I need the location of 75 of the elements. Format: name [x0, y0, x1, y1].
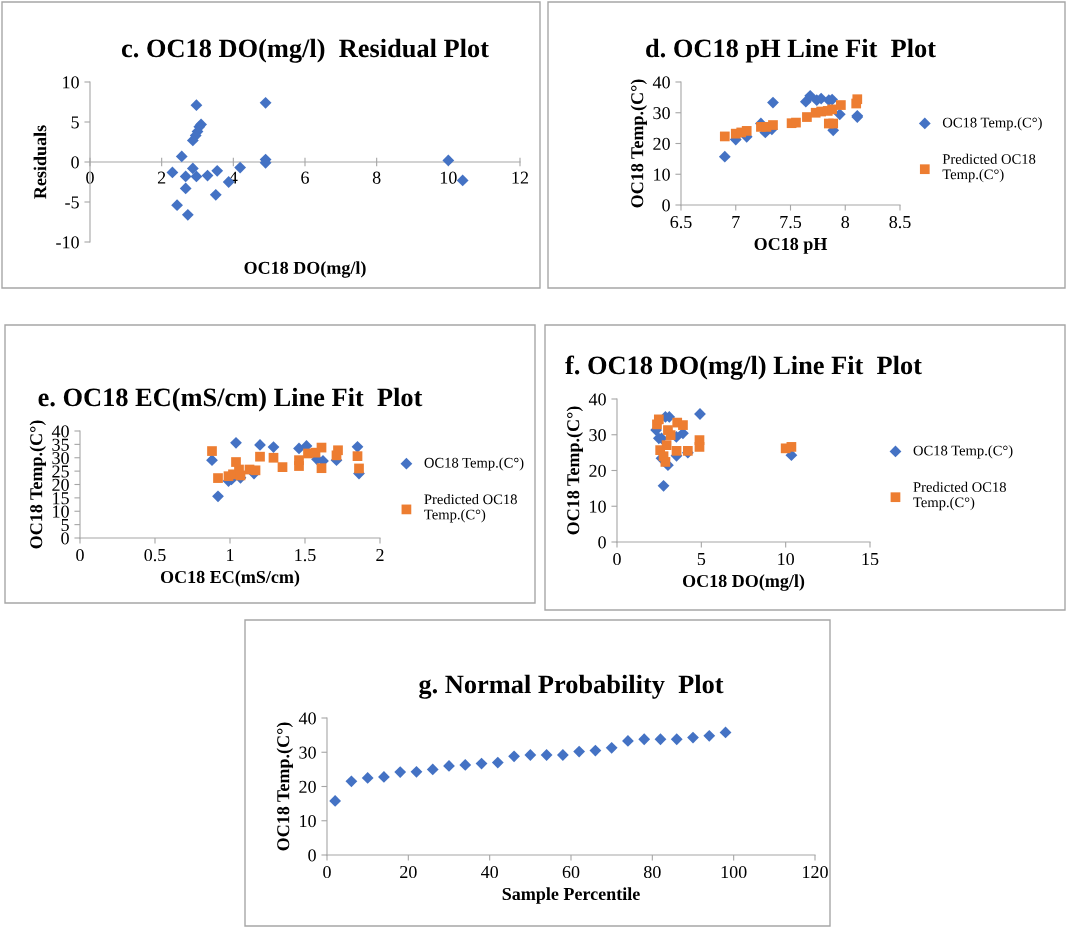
x-tick-label: 1 — [227, 549, 234, 561]
x-tick-label: 0.5 — [144, 548, 166, 562]
x-tick-label: 1.5 — [295, 549, 316, 562]
y-axis-title: Residuals — [33, 125, 47, 199]
y-tick-label: 0 — [308, 849, 316, 862]
y-tick-label: 30 — [52, 452, 69, 465]
x-tick-label: 60 — [562, 865, 580, 879]
y-tick-label: 30 — [589, 429, 606, 442]
y-axis-title: OC18 Temp.(C°) — [630, 79, 647, 208]
x-tick-label: 2 — [376, 548, 384, 561]
x-tick-label: 8 — [372, 171, 381, 184]
x-tick-label: 6 — [301, 171, 309, 184]
x-tick-label: 2 — [157, 171, 166, 184]
y-tick-label: 40 — [51, 425, 69, 438]
legend-label: Predicted OC18 Temp.(C°) — [913, 481, 1006, 511]
y-tick-label: 40 — [298, 712, 316, 725]
y-tick-label: 10 — [300, 815, 316, 828]
chart-title: g. Normal Probability Plot — [419, 674, 724, 699]
y-tick-label: 0 — [71, 156, 79, 169]
y-tick-label: 35 — [52, 438, 69, 451]
x-tick-label: 120 — [803, 865, 828, 879]
y-tick-label: 5 — [61, 519, 69, 532]
y-tick-label: 20 — [52, 478, 69, 491]
y-tick-label: 15 — [53, 492, 69, 505]
y-tick-label: 0 — [61, 532, 69, 545]
y-tick-label: 20 — [653, 137, 670, 150]
legend-label: Predicted OC18 Temp.(C°) — [424, 493, 517, 523]
x-tick-label: 0 — [86, 171, 94, 184]
y-tick-label: 40 — [652, 76, 670, 89]
y-tick-label: 0 — [662, 199, 670, 212]
x-tick-label: 12 — [512, 171, 529, 184]
chart-title: e. OC18 EC(mS/cm) Line Fit Plot — [38, 387, 423, 412]
x-tick-label: 0 — [613, 552, 621, 566]
x-tick-label: 7 — [732, 216, 740, 228]
legend-label: OC18 Temp.(C°) — [913, 445, 1013, 459]
y-tick-label: 20 — [589, 464, 606, 477]
y-tick-label: 5 — [71, 116, 79, 129]
x-tick-label: 20 — [400, 865, 417, 879]
chart-title: f. OC18 DO(mg/l) Line Fit Plot — [565, 355, 922, 380]
x-tick-label: 0 — [323, 865, 331, 879]
y-tick-label: 30 — [299, 746, 316, 759]
x-tick-label: 10 — [440, 171, 457, 184]
x-tick-label: 10 — [778, 552, 795, 566]
y-tick-label: 0 — [598, 536, 606, 549]
x-tick-label: 8 — [841, 215, 850, 229]
legend-label: OC18 Temp.(C°) — [424, 457, 524, 471]
y-tick-label: 30 — [653, 107, 670, 120]
y-axis-title: OC18 Temp.(C°) — [566, 406, 583, 535]
x-tick-label: 15 — [862, 553, 879, 566]
y-tick-label: 25 — [52, 465, 69, 478]
y-tick-label: -5 — [65, 196, 79, 209]
x-tick-label: 80 — [643, 865, 661, 879]
x-axis-title: OC18 pH — [754, 237, 828, 254]
y-tick-label: 20 — [299, 780, 316, 793]
x-tick-label: 8.5 — [889, 215, 911, 229]
y-tick-label: -10 — [56, 236, 79, 249]
y-axis-title: OC18 Temp.(C°) — [29, 420, 46, 549]
y-tick-label: 10 — [63, 76, 79, 89]
x-axis-title: Sample Percentile — [502, 887, 640, 904]
x-tick-label: 6.5 — [670, 215, 692, 229]
y-tick-label: 10 — [53, 505, 69, 518]
x-tick-label: 100 — [721, 865, 747, 879]
x-tick-label: 5 — [697, 553, 706, 566]
x-axis-title: OC18 DO(mg/l) — [682, 574, 805, 591]
x-tick-label: 40 — [480, 865, 499, 879]
y-tick-label: 40 — [588, 393, 606, 406]
y-tick-label: 10 — [590, 500, 606, 513]
legend-label: Predicted OC18 Temp.(C°) — [942, 153, 1036, 183]
y-axis-title: OC18 Temp.(C°) — [276, 722, 293, 851]
chart-title: d. OC18 pH Line Fit Plot — [646, 38, 936, 63]
chart-title: c. OC18 DO(mg/l) Residual Plot — [121, 38, 489, 63]
legend-label: OC18 Temp.(C°) — [942, 117, 1042, 131]
x-axis-title: OC18 EC(mS/cm) — [160, 570, 300, 587]
x-tick-label: 7.5 — [780, 216, 802, 229]
x-axis-title: OC18 DO(mg/l) — [244, 261, 366, 278]
